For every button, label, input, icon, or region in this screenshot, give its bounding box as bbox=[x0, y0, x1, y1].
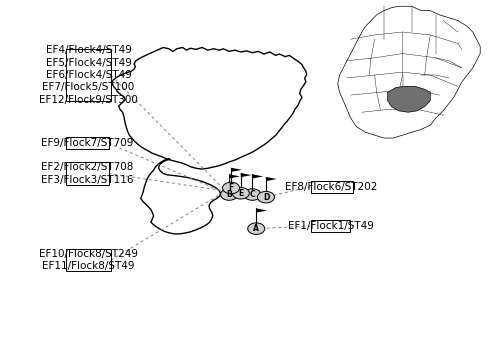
Polygon shape bbox=[256, 208, 267, 213]
Text: EF9/Flock7/ST709: EF9/Flock7/ST709 bbox=[42, 138, 134, 148]
Text: C: C bbox=[250, 190, 255, 199]
Circle shape bbox=[220, 189, 238, 200]
FancyBboxPatch shape bbox=[66, 49, 111, 101]
Text: EF8/Flock6/ST202: EF8/Flock6/ST202 bbox=[286, 182, 378, 192]
Text: A: A bbox=[254, 224, 259, 233]
Polygon shape bbox=[231, 168, 242, 172]
FancyBboxPatch shape bbox=[66, 137, 108, 149]
Polygon shape bbox=[229, 174, 240, 178]
FancyBboxPatch shape bbox=[66, 249, 111, 271]
Text: EF10/Flock8/ST249
EF11/Flock8/ST49: EF10/Flock8/ST249 EF11/Flock8/ST49 bbox=[39, 249, 138, 271]
Text: F: F bbox=[228, 183, 234, 192]
Circle shape bbox=[222, 182, 240, 194]
FancyBboxPatch shape bbox=[310, 220, 350, 232]
Polygon shape bbox=[141, 159, 220, 234]
Text: E: E bbox=[238, 189, 244, 198]
Circle shape bbox=[244, 189, 261, 200]
Text: EF4/Flock4/ST49
EF5/Flock4/ST49
EF6/Flock4/ST49
EF7/Flock5/ST100
EF12/Flock9/ST3: EF4/Flock4/ST49 EF5/Flock4/ST49 EF6/Floc… bbox=[39, 45, 138, 105]
Polygon shape bbox=[388, 87, 430, 112]
Polygon shape bbox=[338, 6, 480, 138]
Text: EF1/Flock1/ST49: EF1/Flock1/ST49 bbox=[288, 221, 374, 231]
Text: D: D bbox=[263, 193, 269, 202]
Text: EF2/Flock2/ST708
EF3/Flock3/ST116: EF2/Flock2/ST708 EF3/Flock3/ST116 bbox=[41, 162, 134, 185]
Polygon shape bbox=[112, 47, 306, 169]
Circle shape bbox=[248, 223, 265, 234]
FancyBboxPatch shape bbox=[310, 181, 352, 193]
Polygon shape bbox=[241, 173, 252, 177]
Circle shape bbox=[232, 188, 250, 199]
Text: B: B bbox=[226, 190, 232, 199]
Polygon shape bbox=[252, 174, 263, 178]
Polygon shape bbox=[266, 177, 277, 181]
Circle shape bbox=[258, 191, 274, 203]
FancyBboxPatch shape bbox=[66, 163, 108, 184]
